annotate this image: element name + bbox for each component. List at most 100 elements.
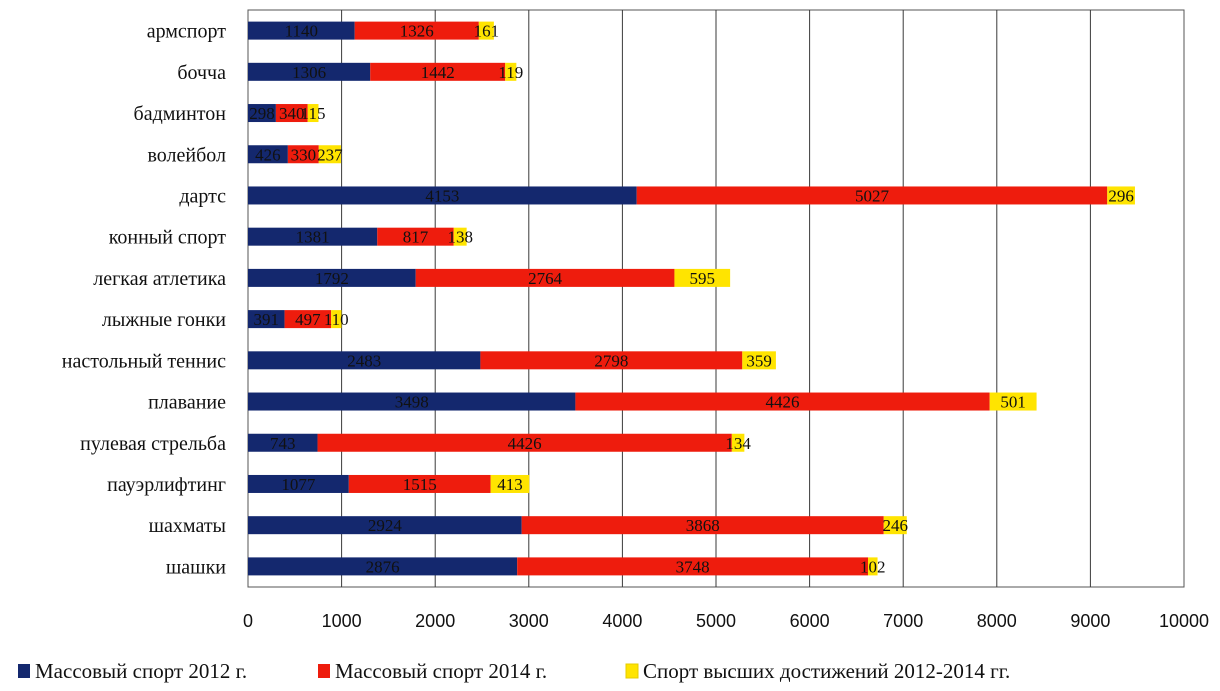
category-label: армспорт — [147, 21, 227, 43]
x-tick-label: 0 — [243, 611, 253, 631]
data-label: 391 — [254, 310, 280, 329]
data-label: 497 — [295, 310, 321, 329]
bar-segment — [331, 310, 342, 329]
bar-segment — [248, 557, 518, 576]
legend-label: Спорт высших достижений 2012-2014 гг. — [643, 659, 1010, 683]
data-label: 2764 — [528, 269, 563, 288]
data-label: 2924 — [368, 516, 403, 535]
data-label: 426 — [255, 145, 281, 164]
category-label: шашки — [166, 556, 226, 578]
data-label: 1792 — [315, 269, 349, 288]
bar-segment — [453, 227, 467, 246]
bar-segment — [989, 392, 1037, 411]
data-label: 296 — [1108, 186, 1134, 205]
bar-segment — [731, 433, 745, 452]
data-label: 1077 — [281, 475, 316, 494]
x-tick-label: 9000 — [1070, 611, 1110, 631]
data-label: 3748 — [676, 557, 710, 576]
category-label: настольный теннис — [62, 350, 226, 372]
data-label: 2483 — [347, 351, 381, 370]
data-label: 2798 — [594, 351, 628, 370]
x-tick-label: 2000 — [415, 611, 455, 631]
bar-segment — [377, 227, 454, 246]
category-label: пулевая стрельба — [80, 433, 226, 455]
x-tick-label: 5000 — [696, 611, 736, 631]
data-label: 817 — [403, 228, 429, 247]
bar-segment — [248, 268, 416, 287]
bar-segment — [248, 227, 378, 246]
legend-swatch — [318, 664, 330, 678]
bar-segment — [480, 351, 743, 370]
bar-segment — [370, 62, 506, 81]
data-label: 340 — [279, 104, 305, 123]
bar-segment — [517, 557, 869, 576]
legend-swatch — [18, 664, 30, 678]
legend-swatch — [625, 663, 639, 679]
bar-segment — [248, 474, 349, 493]
data-label: 3868 — [686, 516, 720, 535]
data-label: 1140 — [285, 22, 318, 41]
bar-segment — [248, 516, 522, 535]
x-tick-label: 4000 — [602, 611, 642, 631]
data-label: 102 — [860, 557, 886, 576]
x-tick-label: 10000 — [1159, 611, 1209, 631]
legend-label: Массовый спорт 2012 г. — [35, 659, 247, 683]
data-label: 4426 — [766, 393, 800, 412]
bar-segment — [248, 392, 576, 411]
bar-segment — [248, 351, 481, 370]
bar-segment — [1107, 186, 1135, 205]
data-label: 1442 — [421, 63, 455, 82]
data-label: 743 — [270, 434, 296, 453]
category-label: шахматы — [149, 515, 226, 537]
data-label: 1381 — [296, 228, 330, 247]
data-label: 413 — [497, 475, 523, 494]
bar-segment — [354, 21, 479, 40]
bar-segment — [505, 62, 517, 81]
category-label: лыжные гонки — [102, 309, 226, 331]
bar-segment — [307, 104, 319, 123]
data-label: 1306 — [292, 63, 326, 82]
category-label: плавание — [148, 392, 226, 414]
bar-segment — [478, 21, 494, 40]
category-label: дартс — [179, 185, 226, 207]
data-label: 330 — [291, 145, 317, 164]
bar-segment — [318, 145, 341, 164]
bar-segment — [248, 104, 276, 123]
legend-label: Массовый спорт 2014 г. — [335, 659, 547, 683]
data-label: 246 — [882, 516, 908, 535]
category-label: конный спорт — [109, 227, 227, 249]
bar-segment — [883, 516, 907, 535]
bar-segment — [317, 433, 732, 452]
x-tick-label: 1000 — [322, 611, 362, 631]
data-label: 298 — [249, 104, 275, 123]
bar-segment — [521, 516, 884, 535]
bar-segment — [248, 433, 318, 452]
bar-segment — [275, 104, 308, 123]
bar-segment — [742, 351, 776, 370]
data-label: 1326 — [400, 22, 434, 41]
data-label: 4426 — [508, 434, 542, 453]
bar-segment — [868, 557, 878, 576]
data-label: 115 — [301, 104, 326, 123]
category-label: бочча — [177, 62, 226, 84]
data-label: 119 — [498, 63, 523, 82]
bar-segment — [415, 268, 675, 287]
data-label: 595 — [690, 269, 716, 288]
bar-segment — [674, 268, 731, 287]
data-label: 110 — [324, 310, 349, 329]
x-tick-label: 7000 — [883, 611, 923, 631]
bar-segment — [490, 474, 530, 493]
data-label: 1515 — [403, 475, 437, 494]
data-label: 138 — [447, 228, 473, 247]
data-label: 359 — [746, 351, 772, 370]
bar-segment — [248, 310, 285, 329]
x-tick-label: 8000 — [977, 611, 1017, 631]
bar-segment — [248, 186, 637, 205]
data-label: 4153 — [425, 186, 459, 205]
bar-segment — [348, 474, 491, 493]
category-label: пауэрлифтинг — [107, 474, 226, 496]
data-label: 161 — [474, 22, 500, 41]
bar-segment — [248, 145, 288, 164]
